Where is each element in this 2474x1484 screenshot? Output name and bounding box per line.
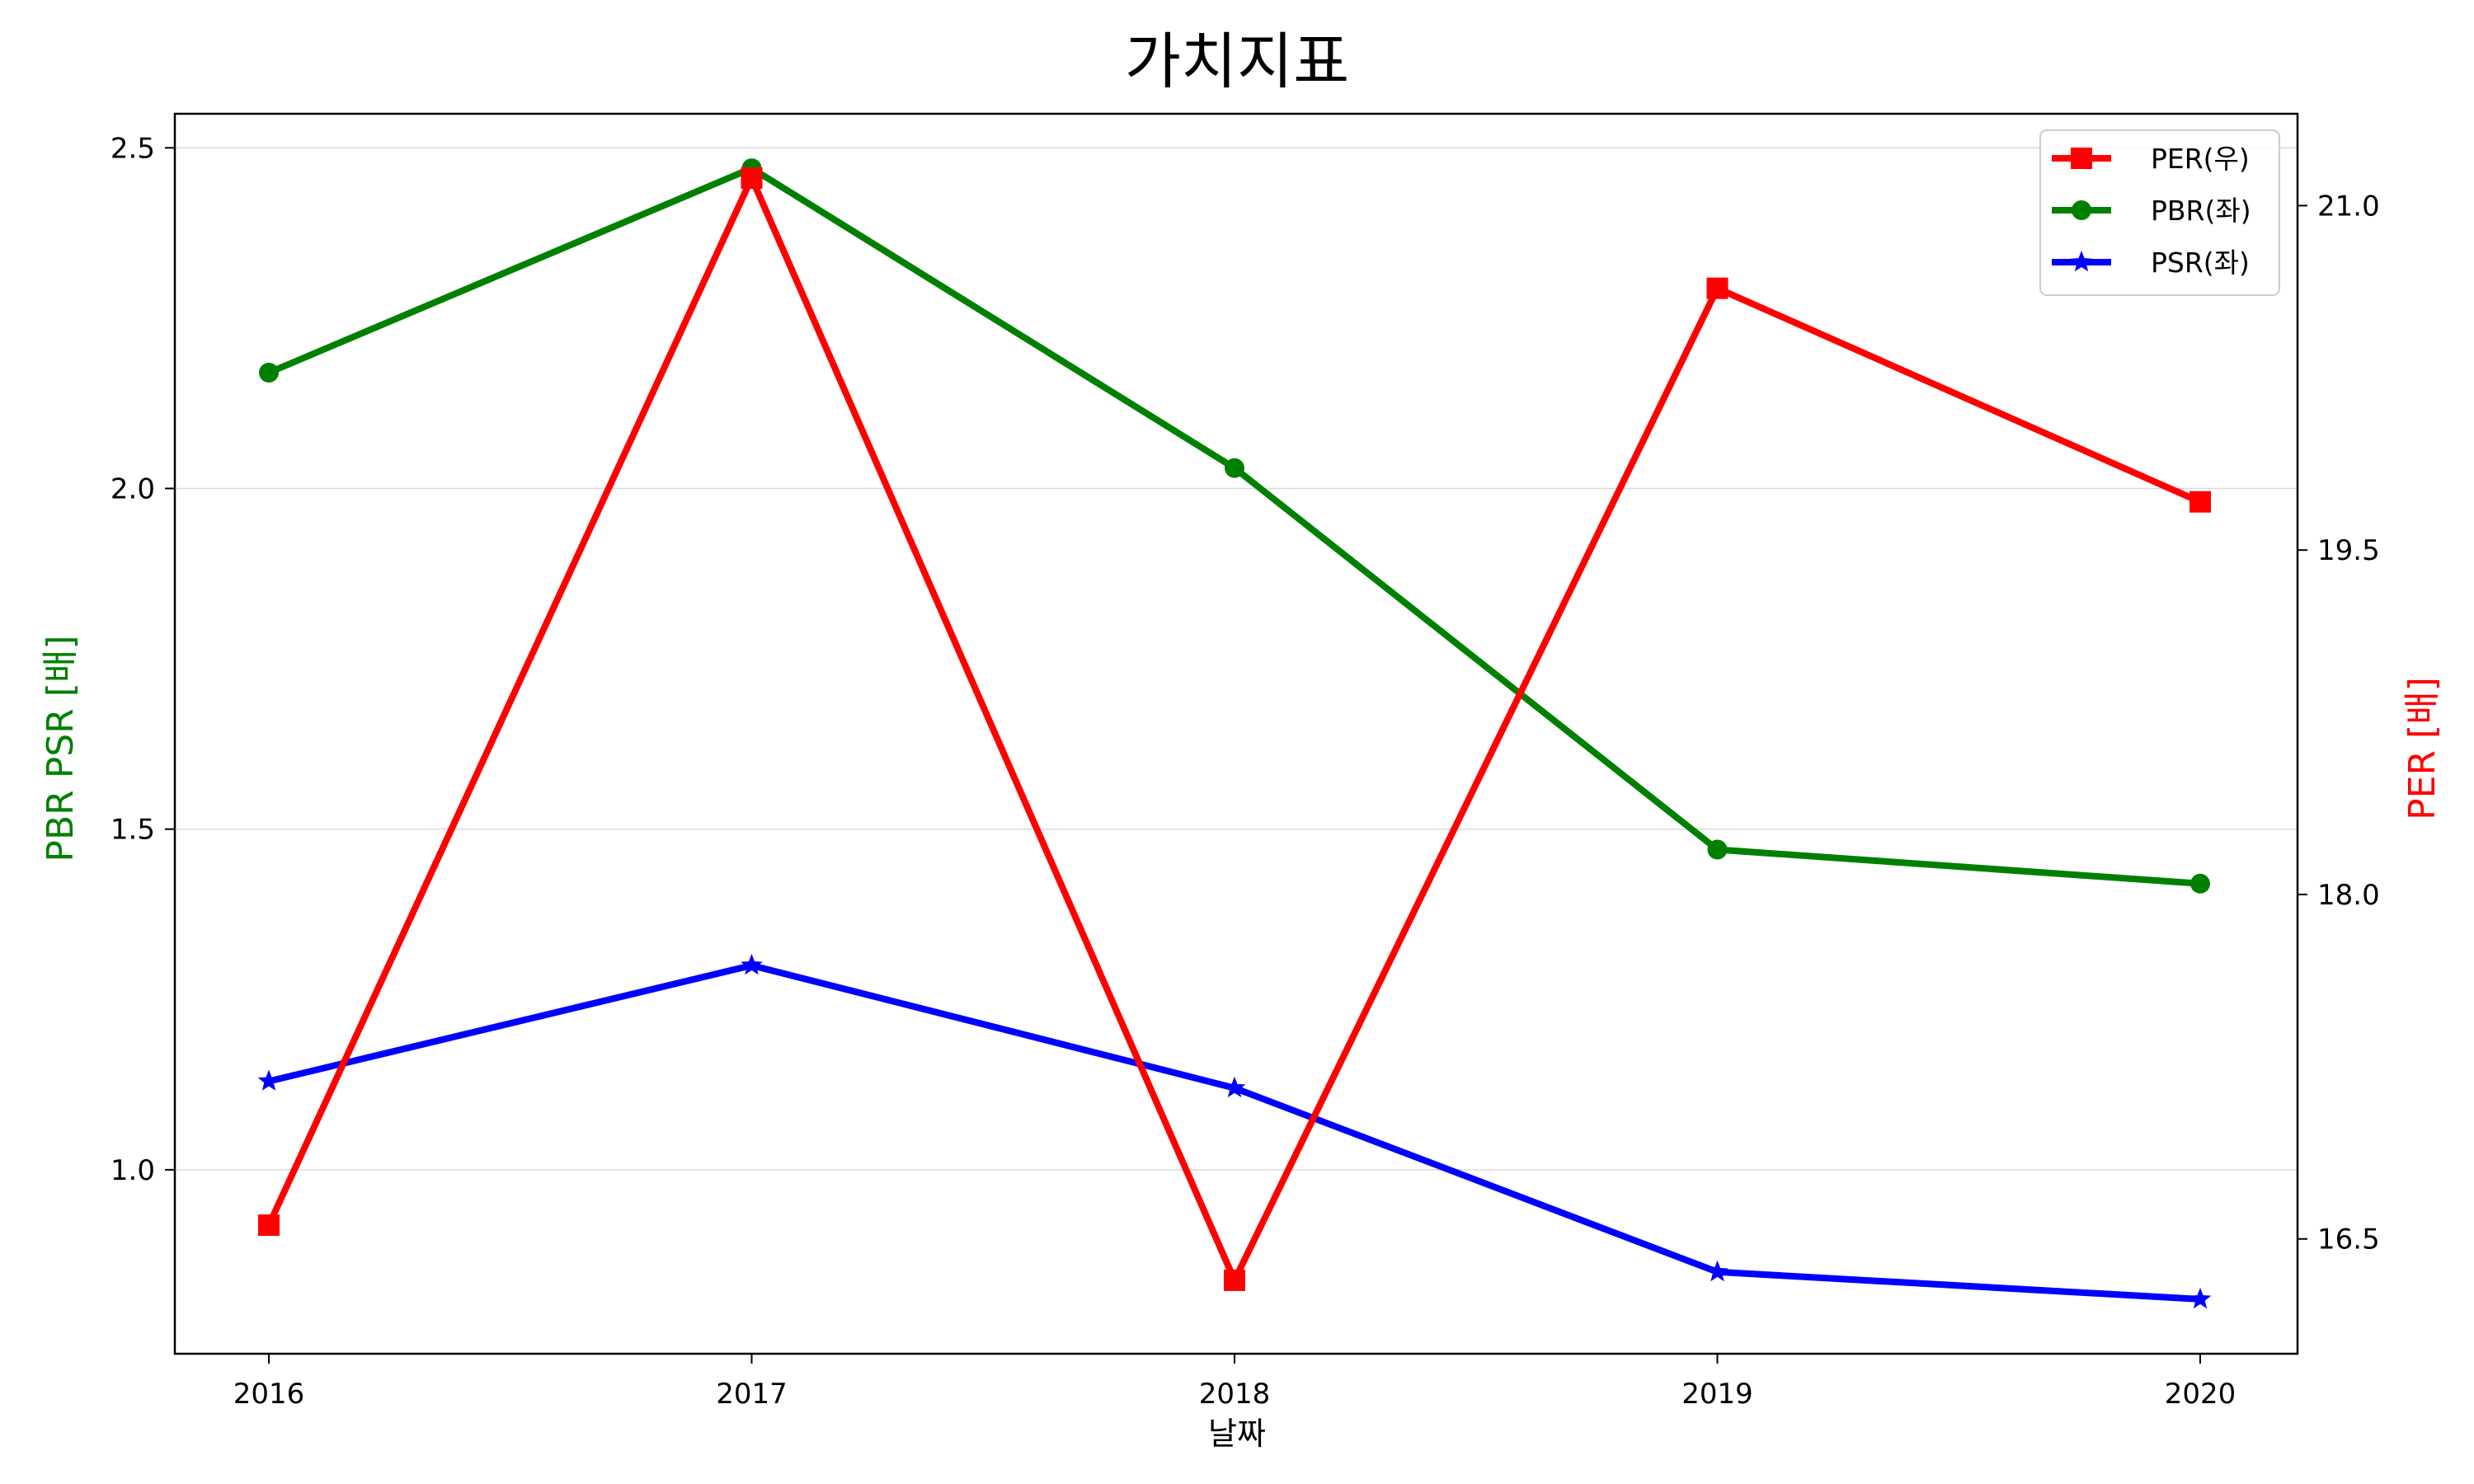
y-axis-right-title: PER [배] — [2401, 677, 2443, 820]
y-left-tick-label: 2.5 — [111, 132, 155, 165]
legend-marker — [2070, 251, 2093, 272]
y-axis-left-title: PBR PSR [배] — [40, 635, 82, 862]
y-right-tick-label: 18.0 — [2317, 879, 2380, 912]
series-layer — [257, 158, 2212, 1309]
y-right-tick-label: 19.5 — [2317, 534, 2380, 567]
data-point — [1707, 839, 1728, 860]
x-axis-title: 날짜 — [1208, 1416, 1266, 1452]
chart-title: 가치지표 — [1125, 26, 1349, 97]
data-point — [257, 1069, 280, 1091]
x-tick-label: 2018 — [1199, 1378, 1271, 1411]
y-left-tick-label: 1.0 — [111, 1154, 155, 1187]
y-left-tick-label: 2.0 — [111, 473, 155, 506]
series-PSR(좌) — [257, 954, 2212, 1309]
x-tick-label: 2020 — [2165, 1378, 2236, 1411]
data-point — [741, 167, 763, 189]
axes: 2016 2017 2018 2019 2020 1.0 1.5 2.0 2.5 16.5 18.0… — [111, 132, 2380, 1411]
legend-label: PSR(좌) — [2151, 247, 2250, 279]
legend-box — [2039, 129, 2280, 296]
series-PER(우) — [258, 167, 2211, 1291]
legend-item: PSR(좌) — [2052, 247, 2250, 279]
legend-item: PER(우) — [2052, 143, 2250, 175]
y-right-tick-label: 21.0 — [2317, 190, 2380, 223]
data-point — [1706, 277, 1729, 299]
legend: PER(우) PBR(좌) PSR(좌) — [2039, 129, 2280, 296]
data-point — [1706, 1260, 1729, 1282]
plot-frame — [173, 112, 2299, 1355]
data-point — [2189, 491, 2211, 513]
legend-label: PER(우) — [2151, 143, 2250, 175]
data-point — [1224, 1269, 1245, 1291]
legend-marker — [2072, 200, 2091, 220]
data-point — [2190, 873, 2210, 894]
y-left-tick-label: 1.5 — [111, 814, 155, 847]
x-tick-label: 2017 — [716, 1378, 788, 1411]
legend-label: PBR(좌) — [2151, 195, 2251, 227]
x-tick-label: 2019 — [1681, 1378, 1753, 1411]
data-point — [259, 363, 279, 383]
x-tick-label: 2016 — [233, 1378, 305, 1411]
data-point — [258, 1214, 280, 1237]
legend-item: PBR(좌) — [2052, 195, 2251, 227]
data-point — [2189, 1287, 2212, 1309]
legend-marker — [2071, 148, 2092, 169]
data-point — [741, 954, 763, 975]
data-point — [1223, 1076, 1246, 1097]
data-point — [1225, 458, 1244, 478]
grid-lines — [175, 147, 2298, 1171]
y-right-tick-label: 16.5 — [2317, 1223, 2380, 1256]
